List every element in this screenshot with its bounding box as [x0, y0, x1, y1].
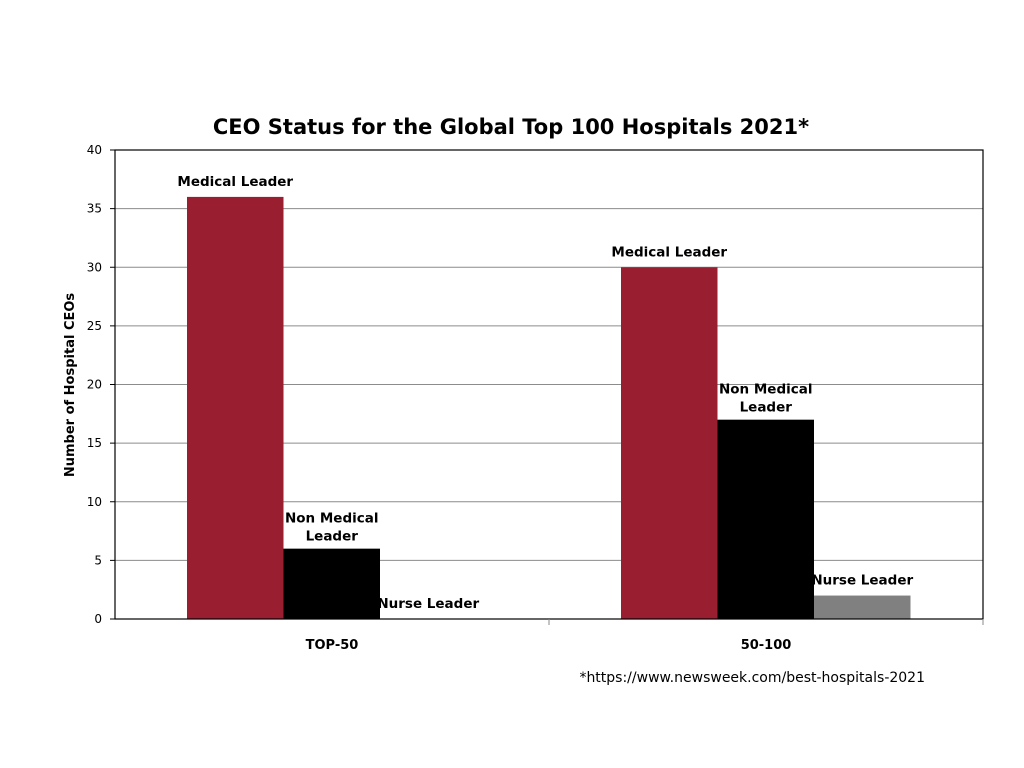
y-tick-label: 25 — [87, 319, 102, 333]
y-tick-label: 35 — [87, 202, 102, 216]
bar-non-medical-leader — [717, 419, 814, 619]
y-axis-label: Number of Hospital CEOs — [63, 293, 78, 478]
y-tick-label: 15 — [87, 436, 102, 450]
y-tick-label: 30 — [87, 260, 102, 274]
bar-medical-leader — [187, 196, 284, 619]
data-label: Medical Leader — [611, 244, 727, 260]
data-label: Nurse Leader — [377, 596, 479, 612]
x-tick-label: TOP-50 — [306, 638, 359, 653]
y-tick-label: 40 — [87, 143, 102, 157]
y-tick-label: 10 — [87, 495, 102, 509]
bar-medical-leader — [621, 267, 718, 619]
data-label: Non Medical — [719, 382, 813, 398]
bars: Medical Leader Non Medical Leader Nurse Lea… — [177, 174, 913, 619]
bar-nurse-leader — [814, 595, 911, 619]
y-tick-label: 0 — [94, 612, 102, 626]
bar-non-medical-leader — [283, 548, 380, 619]
data-label: Non Medical — [285, 511, 379, 527]
data-label: Leader — [306, 529, 359, 545]
y-tick-label: 5 — [94, 553, 102, 567]
axes: 0 5 10 15 20 25 30 35 40 TOP-50 50-100 — [87, 143, 984, 653]
data-label: Medical Leader — [177, 174, 293, 190]
chart-title: CEO Status for the Global Top 100 Hospit… — [213, 115, 809, 139]
y-tick-label: 20 — [87, 378, 102, 392]
data-label: Nurse Leader — [811, 573, 913, 589]
x-tick-label: 50-100 — [741, 638, 792, 653]
data-label: Leader — [740, 400, 793, 416]
footnote-source: *https://www.newsweek.com/best-hospitals… — [579, 670, 925, 686]
